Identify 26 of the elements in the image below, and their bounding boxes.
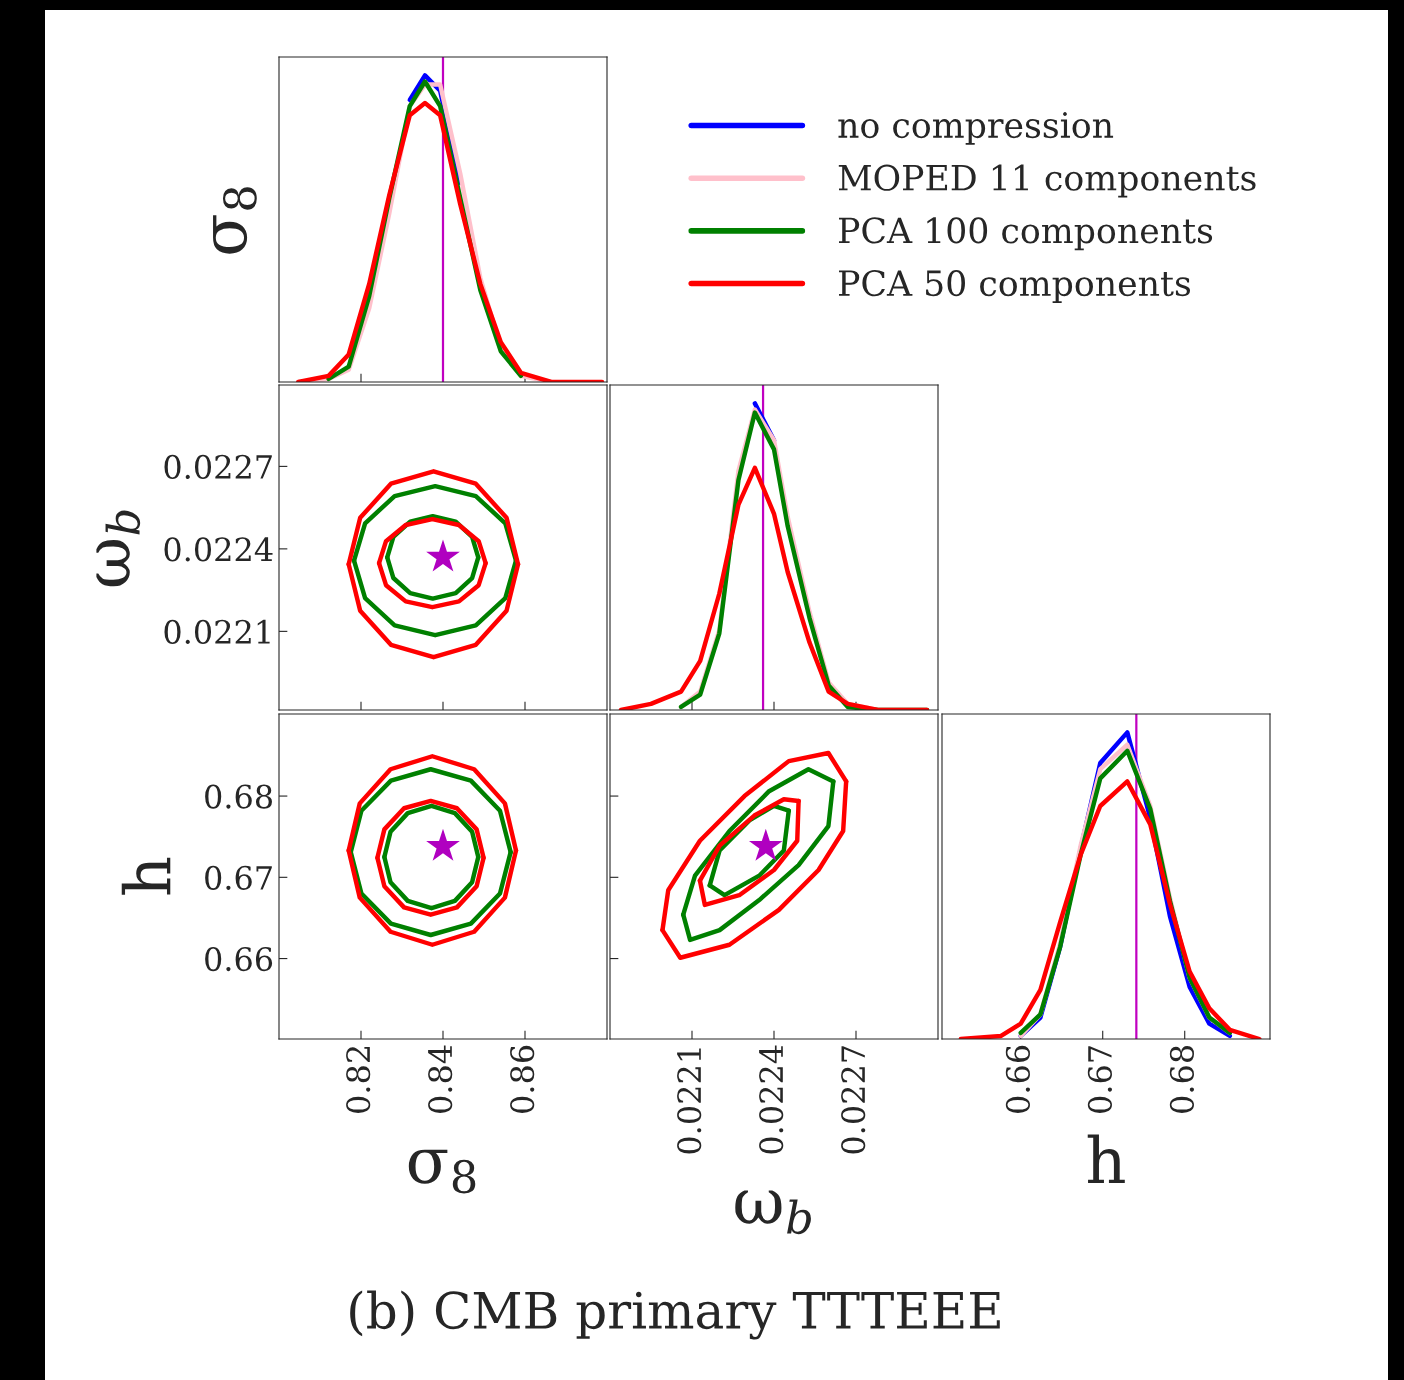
x-tick-label: 0.84 (428, 1045, 453, 1113)
legend-label: PCA 50 components (839, 269, 1191, 303)
x-tick-label: 0.0221 (677, 1048, 702, 1154)
y-axis-title: ω$_{b}$ (96, 510, 141, 587)
legend-label: no compression (838, 112, 1114, 145)
text: (b) CMB primary TTTEEE (350, 1290, 1000, 1340)
x-tick-label: 0.0224 (759, 1045, 784, 1154)
y-tick-label: 0.0224 (164, 537, 273, 562)
legend-label: PCA 100 components (839, 217, 1213, 251)
y-axis-title: σ$_{8}$ (213, 187, 257, 254)
x-axis-title: σ$_{8}$ (408, 1149, 476, 1194)
x-tick-label: 0.68 (1169, 1046, 1194, 1113)
x-tick-label: 0.67 (1087, 1046, 1112, 1113)
x-tick-label: 0.0227 (841, 1046, 866, 1154)
x-axis-title: h (1087, 1134, 1125, 1183)
y-tick-label: 0.68 (205, 784, 272, 809)
y-tick-label: 0.0221 (164, 619, 270, 644)
x-tick-label: 0.86 (510, 1045, 535, 1113)
legend-label: MOPED 11 components (838, 164, 1256, 198)
y-tick-label: 0.66 (205, 946, 273, 972)
x-axis-title: ω$_{b}$ (735, 1190, 811, 1235)
y-tick-label: 0.0227 (164, 454, 272, 479)
y-axis-title: h (121, 857, 171, 895)
y-tick-label: 0.67 (205, 865, 272, 890)
x-tick-label: 0.82 (346, 1046, 371, 1113)
x-tick-label: 0.66 (1005, 1045, 1030, 1113)
